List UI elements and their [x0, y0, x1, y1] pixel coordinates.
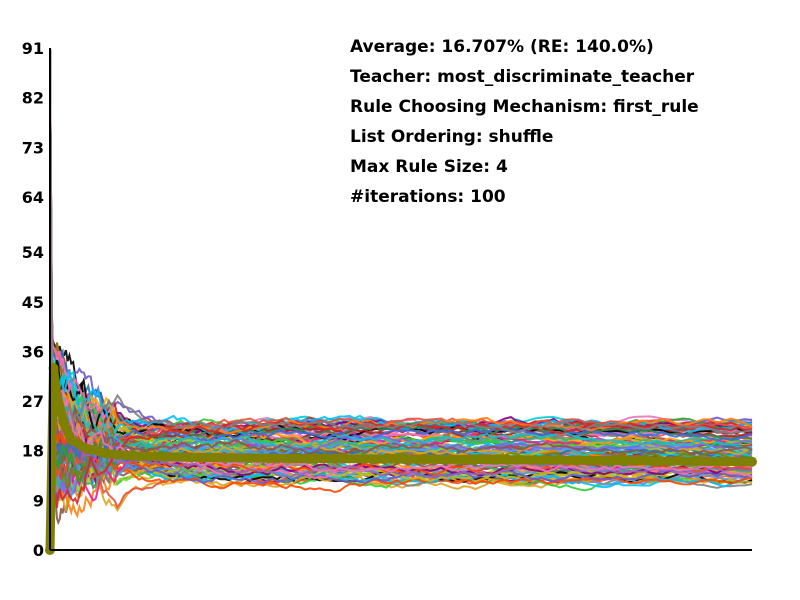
y-tick-label: 18: [22, 442, 44, 461]
y-tick-label: 73: [22, 138, 44, 157]
average-point: [129, 451, 140, 462]
run-line: [49, 47, 753, 441]
annotation-average: Average: 16.707% (RE: 140.0%): [350, 37, 654, 57]
y-tick-label: 45: [22, 293, 44, 312]
run-line: [49, 48, 753, 479]
average-series: [45, 363, 757, 555]
y-tick-label: 27: [22, 392, 44, 411]
annotation-iterations: #iterations: 100: [350, 187, 506, 207]
average-point: [52, 390, 62, 401]
y-tick-label: 54: [22, 243, 44, 262]
y-tick-label: 91: [22, 39, 44, 58]
average-point: [185, 452, 196, 463]
annotation-block: Average: 16.707% (RE: 140.0%) Teacher: m…: [350, 32, 699, 212]
average-point: [80, 442, 91, 453]
average-line: [45, 363, 757, 555]
average-point: [59, 418, 69, 429]
y-tick-label: 36: [22, 342, 44, 361]
annotation-max-rule-size: Max Rule Size: 4: [350, 157, 508, 177]
average-point: [290, 453, 301, 464]
run-line: [49, 47, 753, 435]
average-point: [466, 454, 477, 465]
run-line: [49, 49, 753, 508]
y-tick-labels: 0 9 18 27 36 45 54 64 73 82 91: [22, 39, 44, 560]
y-tick-label: 0: [33, 541, 44, 560]
annotation-list-ordering: List Ordering: shuffle: [350, 127, 554, 147]
average-point: [66, 434, 77, 445]
annotation-rule-mechanism: Rule Choosing Mechanism: first_rule: [350, 97, 699, 117]
annotation-teacher: Teacher: most_discriminate_teacher: [350, 67, 695, 87]
y-tick-label: 82: [22, 89, 44, 108]
y-tick-label: 64: [22, 188, 44, 207]
y-tick-label: 9: [33, 491, 44, 510]
run-line: [49, 48, 753, 456]
average-point: [101, 448, 112, 459]
average-point: [747, 456, 757, 467]
